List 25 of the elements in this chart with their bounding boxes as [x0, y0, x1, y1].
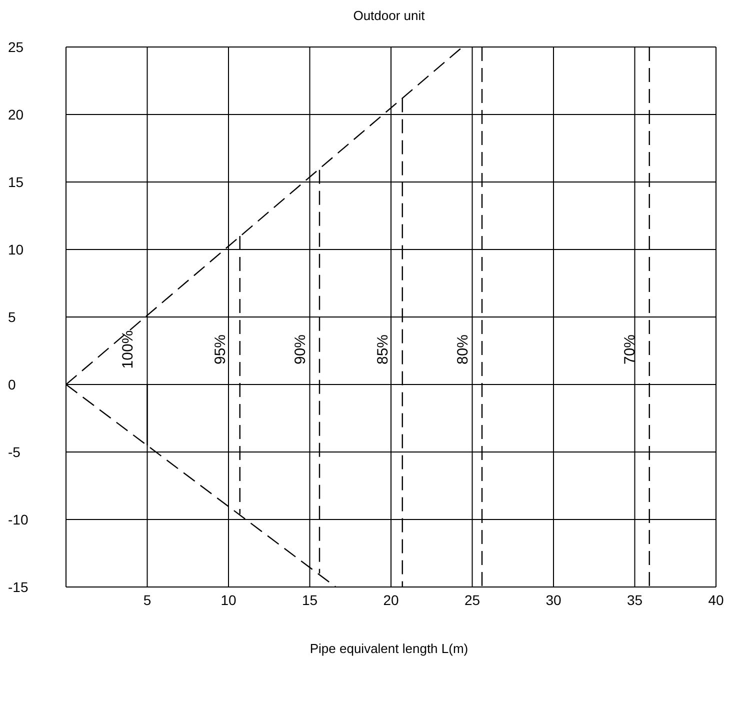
text: 90%: [292, 334, 309, 365]
x-tick-label: 30: [546, 592, 562, 608]
text: 80%: [454, 334, 472, 365]
y-tick-label: 0: [8, 376, 16, 392]
text: 95%: [212, 334, 230, 365]
text: 70%: [622, 334, 639, 365]
x-tick-label: 25: [464, 592, 480, 608]
y-tick-label: 5: [8, 308, 16, 325]
x-axis-title: Pipe equivalent length L(m): [308, 641, 470, 656]
x-tick-label: 20: [383, 592, 399, 608]
x-tick-label: 40: [708, 592, 724, 608]
y-tick-label: -15: [8, 578, 28, 595]
chart-title: Outdoor unit: [352, 8, 426, 23]
y-tick-label: 25: [8, 38, 24, 55]
text: 85%: [374, 334, 392, 365]
x-tick-label: 15: [302, 592, 318, 608]
y-tick-label: 10: [8, 241, 24, 258]
x-tick-label: 5: [143, 592, 152, 608]
x-tick-label: 35: [626, 592, 643, 608]
y-tick-label: -5: [8, 444, 21, 460]
text: 100%: [120, 330, 137, 369]
y-tick-label: 20: [8, 106, 24, 122]
y-tick-label: -10: [8, 511, 28, 528]
x-tick-label: 10: [220, 592, 236, 608]
y-tick-label: 15: [8, 174, 24, 190]
